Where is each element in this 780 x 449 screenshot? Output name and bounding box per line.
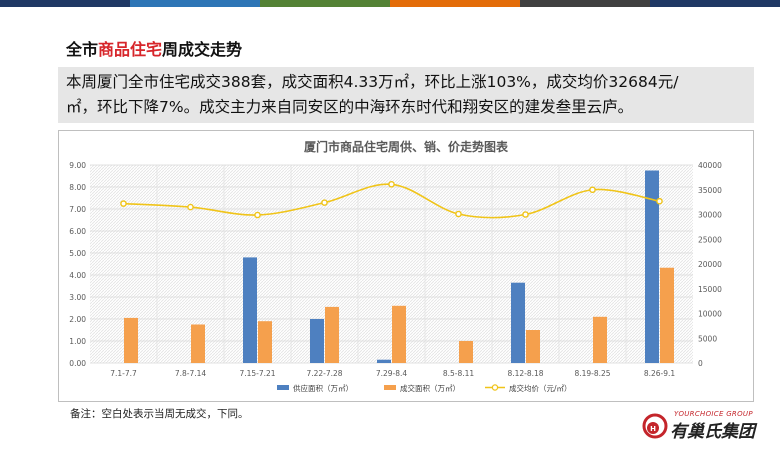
y-right-tick-label: 35000 — [698, 186, 722, 195]
x-tick-label: 8.12-8.18 — [507, 369, 543, 378]
x-tick-label: 7.22-7.28 — [306, 369, 342, 378]
logo-mark-icon: H — [642, 413, 668, 439]
top-bar-segment-5 — [520, 0, 650, 7]
y-left-tick-label: 9.00 — [69, 161, 86, 170]
y-left-tick-label: 7.00 — [69, 205, 86, 214]
x-tick-label: 8.26-9.1 — [644, 369, 676, 378]
deal-area-bar — [459, 341, 473, 363]
y-right-tick-label: 25000 — [698, 235, 722, 244]
legend-price-swatch-marker — [491, 384, 499, 391]
x-tick-label: 7.1-7.7 — [110, 369, 137, 378]
y-right-tick-label: 0 — [698, 359, 703, 368]
deal-area-bar — [660, 267, 674, 363]
deal-area-bar — [593, 316, 607, 363]
y-right-tick-label: 5000 — [698, 334, 717, 343]
chart-title: 厦门市商品住宅周供、销、价走势图表 — [304, 139, 509, 154]
y-left-tick-label: 2.00 — [69, 315, 86, 324]
top-bar-segment-4 — [390, 0, 520, 7]
y-left-tick-label: 0.00 — [69, 359, 86, 368]
logo-company-name: 有巢氏集团 — [670, 422, 755, 442]
x-tick-label: 7.8-7.14 — [175, 369, 207, 378]
logo-mark-text: H — [650, 425, 656, 433]
avg-price-point — [120, 200, 127, 207]
avg-price-point — [455, 210, 462, 218]
deal-area-bar — [124, 317, 138, 363]
y-right-tick-label: 40000 — [698, 161, 722, 170]
deal-area-bar — [191, 324, 205, 363]
y-left-tick-label: 6.00 — [69, 227, 86, 236]
legend-deal-swatch — [384, 385, 396, 390]
footnote: 备注：空白处表示当周无成交，下同。 — [70, 408, 249, 420]
y-left-tick-label: 1.00 — [69, 337, 86, 346]
top-bar-segment-6 — [650, 0, 780, 7]
deal-area-bar — [258, 321, 272, 363]
y-left-tick-label: 3.00 — [69, 293, 86, 302]
supply-area-bar — [377, 359, 391, 363]
deal-area-bar — [526, 330, 540, 363]
avg-price-point — [321, 199, 328, 206]
supply-area-bar — [645, 170, 659, 363]
y-right-tick-label: 20000 — [698, 260, 722, 269]
y-right-tick-label: 30000 — [698, 211, 722, 220]
plot-area — [90, 165, 693, 363]
page-title: 全市商品住宅周成交走势 — [66, 36, 242, 60]
legend-price-label: 成交均价（元/㎡） — [509, 383, 572, 393]
y-left-tick-label: 4.00 — [69, 271, 86, 280]
summary-line-1: 本周厦门全市住宅成交388套，成交面积4.33万㎡，环比上涨103%，成交均价3… — [66, 73, 679, 91]
avg-price-point — [187, 203, 194, 211]
y-right-tick-label: 10000 — [698, 310, 722, 319]
legend-supply-label: 供应面积（万㎡） — [293, 383, 353, 393]
chart-container: 厦门市商品住宅周供、销、价走势图表 0.00 1.00 2.00 3.00 4.00 5.… — [58, 130, 754, 402]
supply-sales-price-chart: 厦门市商品住宅周供、销、价走势图表 0.00 1.00 2.00 3.00 4.00 5.… — [69, 139, 722, 393]
top-bar-segment-3 — [260, 0, 390, 7]
y-right-tick-label: 15000 — [698, 285, 722, 294]
avg-price-point — [656, 197, 663, 205]
legend-supply-swatch — [277, 385, 289, 390]
avg-price-point — [522, 211, 529, 218]
title-suffix: 周成交走势 — [162, 40, 243, 59]
supply-area-bar — [511, 282, 525, 363]
avg-price-point — [388, 181, 395, 188]
x-tick-label: 7.15-7.21 — [239, 369, 275, 378]
top-bar-segment-1 — [0, 0, 130, 7]
supply-area-bar — [243, 257, 257, 363]
avg-price-point — [589, 186, 596, 194]
top-bar-segment-2 — [130, 0, 260, 7]
x-tick-label: 8.5-8.11 — [443, 369, 475, 378]
legend-deal-label: 成交面积（万㎡） — [400, 383, 460, 393]
top-color-bar — [0, 0, 780, 7]
deal-area-bar — [392, 305, 406, 363]
y-left-tick-label: 8.00 — [69, 183, 86, 192]
summary-line-2: ㎡，环比下降7%。成交主力来自同安区的中海环东时代和翔安区的建发叁里云庐。 — [66, 98, 634, 116]
x-tick-label: 7.29-8.4 — [376, 369, 408, 378]
title-prefix: 全市 — [66, 40, 99, 59]
deal-area-bar — [325, 306, 339, 363]
company-logo: H YOURCHOICE GROUP 有巢氏集团 — [640, 410, 772, 442]
avg-price-point — [254, 211, 261, 219]
supply-area-bar — [310, 319, 324, 363]
title-highlight: 商品住宅 — [98, 40, 163, 59]
logo-group-text: YOURCHOICE GROUP — [674, 410, 753, 418]
x-tick-label: 8.19-8.25 — [574, 369, 610, 378]
summary-box: 本周厦门全市住宅成交388套，成交面积4.33万㎡，环比上涨103%，成交均价3… — [58, 67, 754, 123]
y-left-tick-label: 5.00 — [69, 249, 86, 258]
